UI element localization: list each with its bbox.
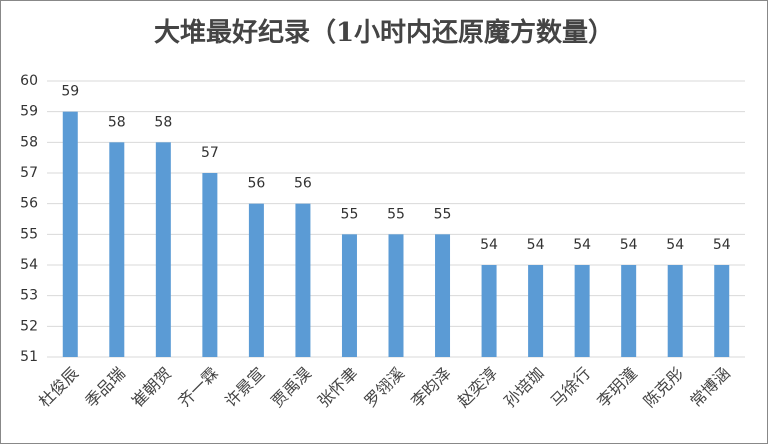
data-label: 54 [480,237,498,253]
bar [62,111,78,358]
y-tick-label: 59 [20,104,38,120]
y-tick-label: 58 [20,134,38,150]
bar [481,265,497,357]
data-label: 54 [527,237,545,253]
bar [341,234,357,357]
data-label: 54 [573,237,591,253]
data-label: 55 [387,206,405,222]
y-tick-label: 55 [20,226,38,242]
chart-title: 大堆最好纪录（1小时内还原魔方数量） [154,17,614,48]
bar [388,234,404,357]
data-label: 55 [341,206,359,222]
data-label: 59 [61,84,79,100]
y-tick-label: 52 [20,318,38,334]
bar [667,265,683,357]
data-label: 54 [620,237,638,253]
y-tick-label: 56 [20,196,38,212]
y-tick-label: 60 [20,73,38,89]
bar [435,234,451,357]
bar [528,265,544,357]
bar [295,203,311,357]
data-label: 56 [247,176,265,192]
data-label: 54 [666,237,684,253]
bar [202,173,218,357]
y-tick-label: 53 [20,288,38,304]
data-label: 58 [108,114,126,130]
y-tick-label: 57 [20,165,38,181]
bar [109,142,125,357]
data-label: 54 [713,237,731,253]
y-tick-label: 51 [20,349,38,365]
bar [155,142,171,357]
data-label: 55 [434,206,452,222]
bar [714,265,730,357]
y-tick-label: 54 [20,257,38,273]
data-label: 58 [154,114,172,130]
data-label: 56 [294,176,312,192]
data-label: 57 [201,145,219,161]
bar [248,203,264,357]
bar [574,265,590,357]
bar [621,265,637,357]
